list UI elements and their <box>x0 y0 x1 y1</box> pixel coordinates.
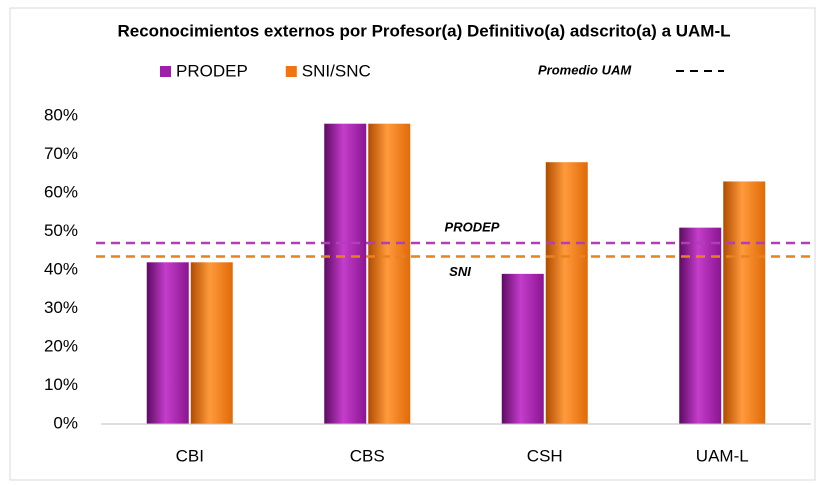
bar <box>501 273 544 424</box>
y-tick-label: 60% <box>44 182 78 201</box>
reference-label: PRODEP <box>445 219 500 234</box>
bar <box>190 262 233 424</box>
y-tick-label: 0% <box>53 413 78 432</box>
legend-swatch <box>160 66 171 77</box>
y-tick-label: 10% <box>44 375 78 394</box>
legend-label: SNI/SNC <box>302 61 371 80</box>
x-tick-label: UAM-L <box>696 446 749 465</box>
y-tick-label: 70% <box>44 144 78 163</box>
x-tick-label: CBS <box>350 446 385 465</box>
y-tick-label: 40% <box>44 259 78 278</box>
y-tick-label: 30% <box>44 298 78 317</box>
legend-label: PRODEP <box>176 61 248 80</box>
reference-legend: Promedio UAM <box>538 62 632 77</box>
legend-swatch <box>285 66 297 77</box>
bar <box>368 123 411 424</box>
x-tick-label: CSH <box>527 446 563 465</box>
y-tick-label: 50% <box>44 221 78 240</box>
x-tick-label: CBI <box>176 446 204 465</box>
bar <box>679 227 722 424</box>
bar <box>146 262 189 424</box>
y-tick-label: 20% <box>44 336 78 355</box>
y-tick-label: 80% <box>44 105 78 124</box>
reference-label: SNI <box>449 264 471 279</box>
chart-title: Reconocimientos externos por Profesor(a)… <box>117 21 730 40</box>
bar <box>324 123 367 424</box>
bar <box>723 181 766 424</box>
bar <box>545 162 588 424</box>
